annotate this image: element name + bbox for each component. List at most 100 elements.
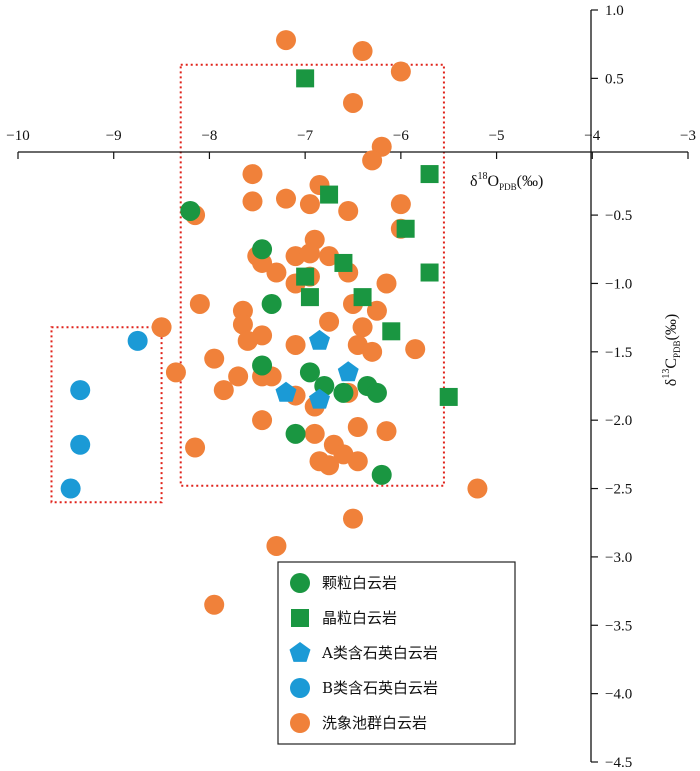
data-point <box>320 185 339 204</box>
x-tick-label: −10 <box>6 128 29 144</box>
legend-marker <box>291 609 309 627</box>
y-tick-label: −4.0 <box>605 687 632 703</box>
data-point <box>127 330 148 351</box>
y-tick-label: −3.5 <box>605 618 632 634</box>
y-axis-title: δ13CPDB(‰) <box>661 314 682 386</box>
data-point <box>309 329 330 350</box>
x-axis-title: δ18OPDB(‰) <box>470 171 543 192</box>
data-point <box>276 30 296 51</box>
data-point <box>337 361 359 382</box>
x-tick-label: −5 <box>489 128 505 144</box>
data-point <box>396 219 415 238</box>
data-point <box>352 317 373 338</box>
data-point <box>420 263 439 282</box>
data-point <box>252 239 273 260</box>
axes: −10 −9 −8 −7 −6 −5 −4 −3 1.0 0.5 −0.5 −1.0 −1.5 −2.0 −… <box>6 3 696 771</box>
x-tick-label: −8 <box>201 128 217 144</box>
data-point <box>180 200 201 221</box>
y-tick-label: −1.5 <box>605 345 632 361</box>
data-point <box>366 300 387 321</box>
y-tick-label: −0.5 <box>605 208 632 224</box>
data-point <box>266 262 287 283</box>
data-point <box>353 288 372 307</box>
data-point <box>232 314 253 335</box>
highlight-box <box>179 63 445 487</box>
data-point <box>252 252 273 273</box>
data-point <box>189 293 210 314</box>
data-point <box>299 362 320 383</box>
data-point <box>165 362 186 383</box>
highlight-boxes <box>50 63 445 504</box>
data-point <box>309 388 330 409</box>
data-point <box>362 150 383 171</box>
data-point <box>252 355 273 376</box>
data-point <box>347 451 368 472</box>
data-point <box>366 382 387 403</box>
data-point <box>266 535 287 556</box>
x-tick-label: −3 <box>680 128 696 144</box>
data-point <box>319 311 340 332</box>
data-point <box>185 437 206 458</box>
data-point <box>285 334 306 355</box>
legend-marker <box>290 678 310 698</box>
highlight-box <box>50 326 163 504</box>
data-point <box>304 423 325 444</box>
data-point <box>204 594 225 615</box>
data-point <box>275 381 297 402</box>
x-tick-label: −4 <box>584 128 600 144</box>
data-point <box>390 61 411 82</box>
data-point <box>296 69 315 88</box>
data-point <box>333 382 354 403</box>
data-point <box>151 317 172 338</box>
data-points <box>60 30 488 615</box>
data-point <box>296 267 315 286</box>
data-point <box>334 253 353 272</box>
legend-label: 颗粒白云岩 <box>322 574 397 592</box>
legend-marker <box>290 573 310 593</box>
data-point <box>242 191 263 212</box>
data-point <box>213 380 234 401</box>
data-point <box>276 188 296 209</box>
data-point <box>371 464 392 485</box>
data-point <box>347 417 368 438</box>
data-point <box>343 508 363 529</box>
y-tick-label: −2.0 <box>605 413 632 429</box>
data-point <box>299 243 320 264</box>
legend-frame <box>277 561 516 745</box>
y-tick-label: −2.5 <box>605 482 632 498</box>
data-point <box>467 478 488 499</box>
legend-label: 洗象池群白云岩 <box>322 714 427 732</box>
data-point <box>362 341 383 362</box>
data-point <box>70 434 91 455</box>
data-point <box>261 293 282 314</box>
y-tick-label: 1.0 <box>605 3 624 19</box>
data-point <box>232 300 253 321</box>
data-point <box>382 322 401 341</box>
legend-marker <box>290 713 310 733</box>
legend-label: 晶粒白云岩 <box>322 609 397 627</box>
y-tick-label: 0.5 <box>605 71 624 87</box>
data-point <box>405 339 426 360</box>
data-point <box>285 423 306 444</box>
data-point <box>252 410 273 431</box>
data-point <box>376 273 397 294</box>
legend-label: A类含石英白云岩 <box>321 644 438 662</box>
data-point <box>338 200 359 221</box>
y-tick-label: −3.0 <box>605 550 632 566</box>
x-tick-label: −6 <box>393 128 409 144</box>
x-tick-label: −7 <box>297 128 313 144</box>
data-point <box>204 348 225 369</box>
data-point <box>237 330 258 351</box>
data-point <box>299 194 320 215</box>
legend-marker <box>289 642 311 662</box>
data-point <box>319 455 340 476</box>
data-point <box>352 41 373 62</box>
x-tick-label: −9 <box>106 128 122 144</box>
data-point <box>242 164 263 185</box>
legend-label: B类含石英白云岩 <box>322 679 438 697</box>
data-point <box>343 92 363 113</box>
data-point <box>390 194 411 215</box>
data-point <box>420 165 439 184</box>
